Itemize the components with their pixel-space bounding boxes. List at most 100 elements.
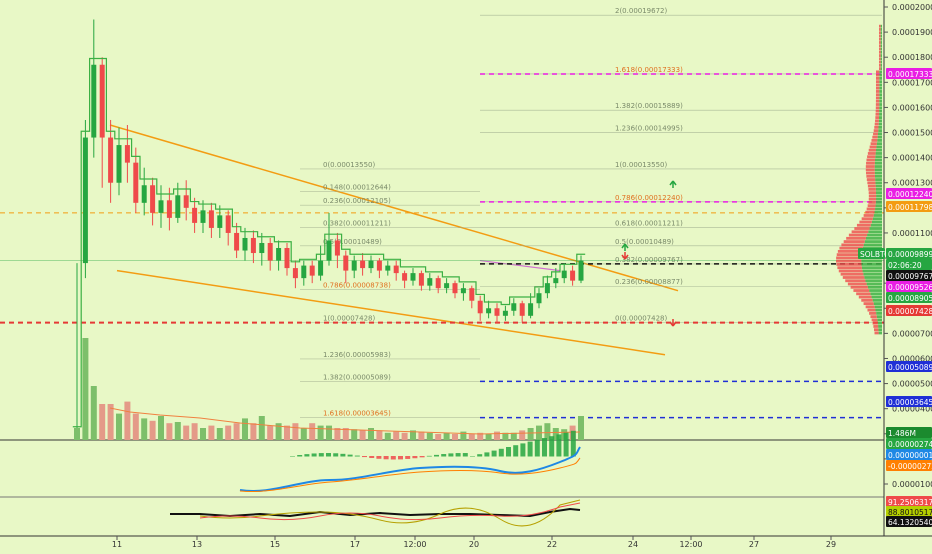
volume-profile-up (862, 269, 882, 273)
candle-body (528, 303, 534, 316)
volume-profile-up (879, 73, 882, 77)
macd-hist-bar (477, 454, 483, 457)
arrow-down-icon (621, 252, 629, 260)
volume-bar (132, 413, 139, 440)
volume-profile-up (878, 119, 882, 123)
price-tick-label: 0.00005000 (892, 380, 932, 389)
indicator-badge (886, 460, 932, 471)
volume-profile-up (875, 184, 882, 188)
macd-hist-bar (513, 445, 519, 457)
time-tick-label: 22 (547, 540, 557, 549)
volume-profile-down (870, 142, 877, 146)
volume-profile-up (872, 298, 882, 302)
volume-profile-down (873, 325, 879, 328)
candle-body (183, 195, 189, 208)
volume-profile-up (877, 139, 882, 142)
candle-body (234, 232, 240, 251)
volume-profile-up (877, 132, 882, 136)
volume-bar (292, 423, 299, 440)
volume-profile-up (879, 93, 882, 97)
volume-profile-down (856, 223, 871, 227)
candle-body (486, 308, 492, 314)
volume-profile-down (871, 318, 878, 322)
fib-level-label: 1.236(0.00014995) (615, 125, 683, 133)
price-tick-label: 0.00015000 (892, 129, 932, 138)
volume-bar (124, 401, 131, 440)
volume-bar (267, 425, 274, 440)
volume-profile-down (875, 112, 880, 116)
volume-bar (384, 432, 391, 440)
candle-body (217, 215, 223, 228)
volume-profile-down (875, 119, 879, 123)
fib-left-label: 0.5(0.00010489) (323, 238, 382, 246)
price-badge (886, 396, 932, 407)
volume-profile-up (880, 44, 882, 48)
candle-body (469, 288, 475, 301)
volume-bar (368, 428, 374, 440)
candle-body (192, 207, 198, 223)
volume-profile-up (861, 263, 882, 266)
volume-profile-up (880, 41, 882, 44)
macd-hist-bar (290, 456, 295, 457)
volume-profile-down (879, 37, 881, 41)
volume-profile-down (863, 302, 874, 305)
volume-bar (435, 434, 442, 440)
volume-profile-up (880, 60, 882, 64)
volume-bar (393, 431, 400, 440)
volume-profile-up (878, 328, 882, 332)
volume-profile-up (874, 171, 882, 175)
time-axis[interactable]: 11 13 15 17 12:00 20 22 24 12:00 27 29 (0, 535, 932, 549)
indicator-badge-label: 88.80105172 (888, 508, 932, 517)
volume-bar (510, 432, 517, 440)
price-badge (886, 361, 932, 372)
candle-body (343, 255, 349, 271)
volume-profile-down (841, 243, 864, 247)
volume-bar (284, 425, 290, 440)
time-tick-label: 12:00 (403, 540, 426, 549)
volume-profile-up (879, 70, 882, 74)
grid-layer (0, 439, 884, 498)
volume-bar (485, 434, 492, 440)
volume-profile-up (880, 54, 882, 57)
volume-profile-up (880, 37, 882, 41)
volume-bar (183, 425, 190, 440)
volume-profile-up (875, 187, 882, 191)
candle-body (334, 240, 340, 256)
volume-profile-down (875, 96, 880, 100)
volume-profile-down (875, 80, 880, 84)
price-tick-label: 0.00017000 (892, 78, 932, 87)
volume-profile-up (877, 318, 882, 322)
volume-profile-up (875, 181, 882, 185)
volume-profile-down (865, 305, 875, 309)
volume-profile-down (837, 266, 862, 270)
volume-profile-down (836, 253, 862, 257)
volume-bar (90, 386, 97, 440)
volume-profile-down (865, 210, 875, 214)
volume-profile-up (880, 24, 882, 28)
macd-hist-bar (304, 454, 310, 457)
time-tick-label: 15 (270, 540, 280, 549)
candle-body (452, 283, 458, 294)
volume-profile-down (865, 171, 875, 175)
indicator-badge (886, 427, 932, 438)
volume-profile-up (878, 129, 882, 133)
candle-body (561, 270, 567, 279)
candle-body (141, 185, 147, 203)
volume-bar (443, 432, 450, 440)
price-badge-label: 0.00009526 (888, 283, 932, 292)
fib-left-label: 1.618(0.00003645) (323, 410, 391, 418)
volume-bar (351, 429, 358, 440)
volume-profile-down (854, 227, 870, 230)
indicator-badge-label: 0.00000274 (888, 440, 932, 449)
indicator-badge-label: 91.25063174 (888, 498, 932, 507)
candle-body (276, 248, 282, 261)
magenta-trend-line (479, 259, 561, 272)
indicator-badge (886, 516, 932, 527)
macd-hist-bar (376, 456, 382, 459)
price-badge-label: 0.00007428 (888, 307, 932, 316)
macd-hist-bar (383, 456, 389, 460)
price-badge-label: 0.00011798 (888, 203, 932, 212)
candle-body (200, 210, 206, 223)
volume-profile-up (879, 103, 882, 106)
